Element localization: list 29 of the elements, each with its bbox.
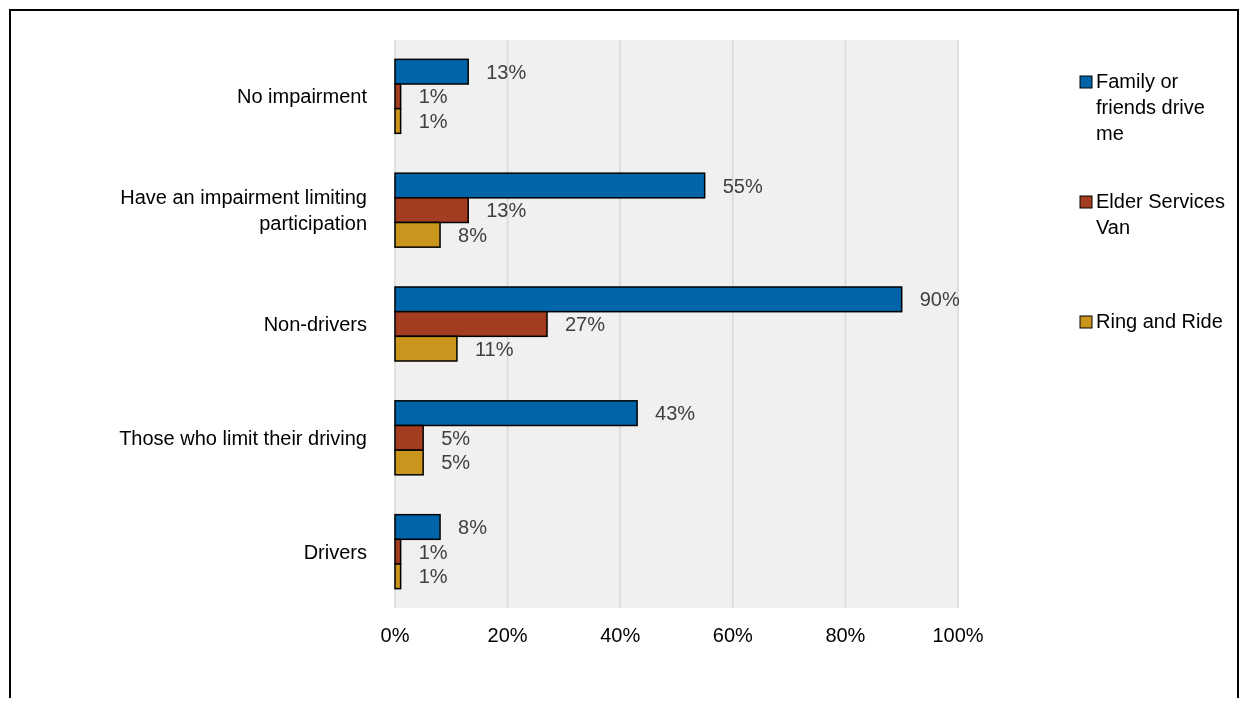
x-tick-label: 20% <box>487 624 528 646</box>
y-tick-label: Have an impairment limiting participation <box>120 186 367 235</box>
data-label: 1% <box>418 110 448 133</box>
x-tick-label: 0% <box>380 624 410 646</box>
x-tick-label: 100% <box>932 624 984 646</box>
x-tick-label: 60% <box>712 624 754 646</box>
data-label: 1% <box>418 85 448 108</box>
data-label: 55% <box>722 174 763 197</box>
data-label: 43% <box>655 402 696 425</box>
data-label: 1% <box>418 540 448 563</box>
data-label: 8% <box>458 515 488 538</box>
data-label: 5% <box>441 451 471 474</box>
y-tick-label: Drivers <box>303 540 367 563</box>
y-tick-label: Those who limit their driving <box>119 426 367 449</box>
x-tick-label: 40% <box>600 624 641 646</box>
data-label: 13% <box>486 199 527 222</box>
y-tick-label: No impairment <box>236 85 368 108</box>
x-tick-label: 80% <box>825 624 866 646</box>
data-label: 27% <box>565 313 606 335</box>
legend-label: Ring and Ride <box>1096 310 1223 332</box>
data-label: 8% <box>458 223 488 246</box>
data-label: 90% <box>919 288 960 311</box>
y-tick-label: Non-drivers <box>263 313 367 335</box>
legend-label: Elder Services Van <box>1096 190 1225 238</box>
data-label: 11% <box>474 337 514 360</box>
legend-label: Family or friends drive me <box>1096 70 1205 144</box>
data-label: 13% <box>486 60 527 83</box>
data-label: 1% <box>418 565 448 588</box>
data-label: 5% <box>441 426 471 449</box>
